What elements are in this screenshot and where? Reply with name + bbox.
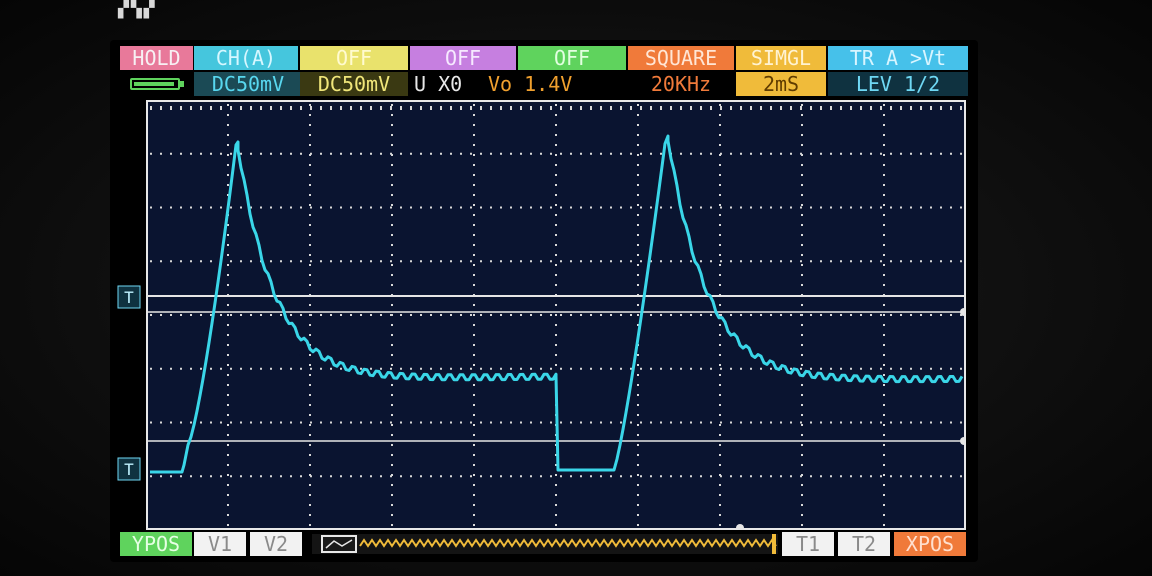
trigger-level[interactable]: LEV 1/2 (828, 72, 968, 96)
xpos-button[interactable]: XPOS (894, 532, 966, 556)
ux-readout: U X0 (414, 72, 463, 96)
output-wave-select[interactable]: SQUARE (628, 46, 734, 70)
horizontal-position-bar[interactable] (312, 532, 778, 556)
graticule-area (146, 100, 968, 532)
trigger-marker-label: T (124, 288, 134, 307)
ground-marker-label: T (124, 460, 134, 479)
brand-logo: ▞▚▞ (118, 0, 157, 19)
channel-a-trace (150, 134, 964, 474)
t2-button[interactable]: T2 (838, 532, 890, 556)
v1-button[interactable]: V1 (194, 532, 246, 556)
ground-marker[interactable] (117, 457, 141, 481)
marker-strip: T T (117, 285, 141, 481)
ch-b-scale[interactable]: DC50mV (300, 72, 408, 96)
battery-icon (130, 78, 180, 90)
zigzag-strip (359, 538, 777, 548)
scroll-end-marker (772, 534, 776, 554)
graticule-grid (150, 104, 962, 526)
trigger-marker[interactable] (117, 285, 141, 309)
battery-tip (180, 81, 184, 87)
channel-b-toggle[interactable]: OFF (300, 46, 408, 70)
v2-button[interactable]: V2 (250, 532, 302, 556)
timebase-select[interactable]: 2mS (736, 72, 826, 96)
vo-readout: Vo 1.4V (488, 72, 573, 96)
channel-c-toggle[interactable]: OFF (410, 46, 516, 70)
ch-a-scale[interactable]: DC50mV (194, 72, 302, 96)
trigger-select[interactable]: TR A >Vt (828, 46, 968, 70)
channel-d-toggle[interactable]: OFF (518, 46, 626, 70)
t1-button[interactable]: T1 (782, 532, 834, 556)
battery-indicator (120, 72, 194, 96)
ypos-button[interactable]: YPOS (120, 532, 192, 556)
frequency-select[interactable]: 20KHz (650, 72, 712, 96)
hold-button[interactable]: HOLD (120, 46, 193, 70)
channel-select[interactable]: CH(A) (194, 46, 298, 70)
waveform-display (146, 100, 968, 532)
sweep-mode-select[interactable]: SIMGL (736, 46, 826, 70)
scroll-handle-glyph (325, 539, 353, 549)
